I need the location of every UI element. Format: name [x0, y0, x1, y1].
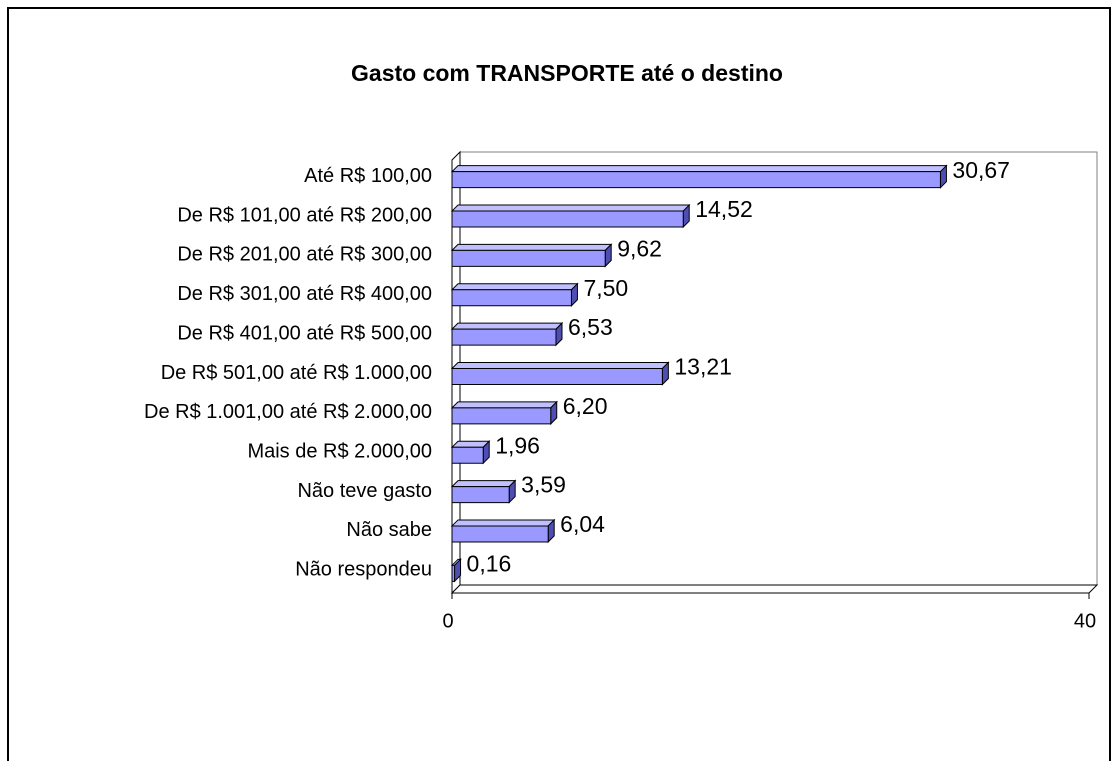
- bar-face: [451, 289, 572, 307]
- bar: [450, 203, 691, 229]
- y-tick-label: De R$ 101,00 até R$ 200,00: [177, 204, 432, 226]
- y-tick-label: De R$ 1.001,00 até R$ 2.000,00: [144, 401, 432, 423]
- value-label: 30,67: [952, 157, 1010, 183]
- bar-face: [451, 328, 557, 346]
- value-label: 9,62: [617, 235, 662, 261]
- bar: [450, 558, 462, 583]
- bar-face: [450, 283, 579, 291]
- value-label: 6,20: [563, 393, 608, 419]
- y-tick-label: De R$ 501,00 até R$ 1.000,00: [161, 362, 432, 384]
- bar: [450, 440, 491, 465]
- bar-face: [450, 322, 564, 330]
- bar-face: [450, 165, 948, 173]
- y-tick-label: De R$ 201,00 até R$ 300,00: [177, 244, 432, 266]
- y-tick-label: Não teve gasto: [297, 480, 432, 502]
- bar-face: [451, 171, 941, 189]
- bar: [450, 518, 556, 544]
- x-tick-label: 0: [442, 610, 453, 632]
- bar: [450, 361, 670, 386]
- bar-face: [450, 519, 556, 527]
- bar-face: [451, 486, 510, 504]
- y-tick-label: Não sabe: [346, 519, 432, 541]
- y-tick-label: Não respondeu: [295, 559, 432, 581]
- bar: [450, 164, 948, 189]
- bar: [450, 282, 579, 307]
- value-label: 0,16: [467, 550, 512, 576]
- chart-title: Gasto com TRANSPORTE até o destino: [351, 60, 783, 86]
- bar-face: [451, 407, 552, 425]
- bar-face: [450, 243, 613, 251]
- bar-face: [451, 249, 606, 267]
- value-label: 1,96: [495, 432, 540, 458]
- value-label: 6,04: [560, 511, 605, 537]
- value-label: 6,53: [568, 314, 613, 340]
- bar-face: [450, 401, 558, 409]
- bar-face: [450, 362, 670, 369]
- bar-face: [451, 564, 456, 582]
- bar-face: [451, 525, 549, 543]
- bar: [450, 479, 517, 504]
- bar-face: [450, 480, 517, 488]
- y-tick-label: De R$ 401,00 até R$ 500,00: [177, 322, 432, 344]
- y-tick-label: Até R$ 100,00: [304, 165, 432, 187]
- y-tick-label: Mais de R$ 2.000,00: [247, 441, 432, 463]
- bar-face: [450, 204, 691, 212]
- chart-border: [7, 7, 1111, 761]
- y-tick-label: De R$ 301,00 até R$ 400,00: [177, 283, 432, 305]
- bar: [450, 243, 613, 268]
- value-label: 3,59: [521, 472, 566, 498]
- x-tick-label: 40: [1074, 610, 1096, 632]
- bar-face: [451, 446, 484, 464]
- bar: [450, 400, 558, 426]
- floor: [450, 584, 1099, 594]
- value-label: 7,50: [583, 275, 628, 301]
- value-label: 14,52: [695, 196, 753, 222]
- bar-face: [451, 210, 684, 228]
- bar: [450, 321, 564, 347]
- bar-face: [451, 368, 663, 385]
- value-label: 13,21: [674, 354, 732, 380]
